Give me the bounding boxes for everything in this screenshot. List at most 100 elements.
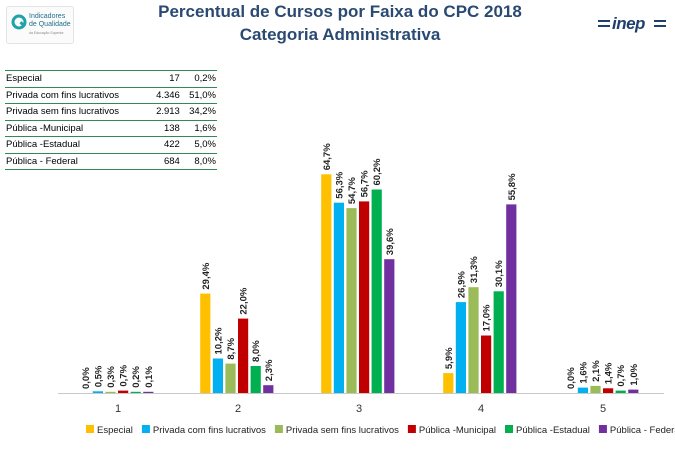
x-tick-label: 5 bbox=[600, 403, 606, 415]
data-label: 2,1% bbox=[591, 360, 602, 382]
data-label: 26,9% bbox=[456, 271, 467, 298]
bar-p-blica-federal-cat-5 bbox=[628, 389, 639, 393]
table-cell-count: 422 bbox=[148, 136, 181, 153]
bar-especial-cat-2 bbox=[200, 293, 211, 393]
bar-p-blica-municipal-cat-4 bbox=[481, 335, 492, 393]
data-label: 0,3% bbox=[106, 366, 117, 388]
table-cell-count: 138 bbox=[148, 119, 181, 137]
bar-p-blica-estadual-cat-2 bbox=[250, 366, 261, 393]
data-label: 0,2% bbox=[131, 366, 142, 388]
table-cell-pct: 34,2% bbox=[180, 103, 217, 120]
bar-privada-sem-fins-lucrativos-cat-5 bbox=[590, 385, 601, 393]
inep-logo-line bbox=[654, 25, 666, 27]
data-label: 10,2% bbox=[213, 327, 224, 354]
bar-p-blica-estadual-cat-5 bbox=[615, 390, 626, 393]
logo-text-line2: de Qualidade bbox=[29, 21, 71, 28]
summary-table: Especial 17 0,2% Privada com fins lucrat… bbox=[5, 70, 217, 170]
bar-privada-com-fins-lucrativos-cat-5 bbox=[577, 387, 588, 393]
bar-p-blica-municipal-cat-1 bbox=[118, 390, 129, 393]
data-label: 1,0% bbox=[629, 363, 640, 385]
bar-privada-sem-fins-lucrativos-cat-3 bbox=[346, 208, 357, 393]
bar-privada-com-fins-lucrativos-cat-1 bbox=[92, 391, 103, 393]
data-label: 8,0% bbox=[251, 340, 262, 362]
table-cell-pct: 5,0% bbox=[180, 136, 217, 153]
bar-p-blica-federal-cat-3 bbox=[384, 259, 395, 393]
data-label: 5,9% bbox=[444, 347, 455, 369]
table-row: Especial 17 0,2% bbox=[5, 70, 217, 87]
data-label: 31,3% bbox=[469, 256, 480, 283]
data-label: 56,3% bbox=[334, 171, 345, 198]
inep-logo: inep bbox=[598, 14, 668, 36]
table-cell-count: 17 bbox=[148, 70, 181, 87]
inep-logo-line bbox=[598, 25, 610, 27]
data-label: 0,0% bbox=[566, 367, 577, 389]
legend-label: Especial bbox=[97, 425, 133, 436]
data-label: 0,5% bbox=[93, 365, 104, 387]
bar-privada-com-fins-lucrativos-cat-4 bbox=[455, 302, 466, 393]
data-label: 1,6% bbox=[578, 361, 589, 383]
data-label: 30,1% bbox=[494, 260, 505, 287]
page-title: Percentual de Cursos por Faixa do CPC 20… bbox=[158, 2, 522, 21]
table-cell-label: Pública -Estadual bbox=[5, 136, 149, 153]
data-label: 54,7% bbox=[347, 177, 358, 204]
table-cell-count: 684 bbox=[148, 152, 181, 170]
table-cell-label: Privada com fins lucrativos bbox=[5, 86, 149, 104]
bar-p-blica-estadual-cat-1 bbox=[130, 391, 141, 393]
data-label: 55,8% bbox=[507, 173, 518, 200]
logo-mark-icon bbox=[11, 14, 27, 30]
legend-swatch bbox=[598, 425, 607, 433]
table-cell-label: Pública -Municipal bbox=[5, 119, 149, 137]
inep-logo-text: inep bbox=[612, 14, 645, 33]
data-label: 17,0% bbox=[482, 304, 493, 331]
table-row: Privada sem fins lucrativos 2.913 34,2% bbox=[5, 103, 217, 120]
inep-logo-line bbox=[598, 20, 610, 22]
x-tick-label: 3 bbox=[356, 403, 362, 415]
table-cell-label: Pública - Federal bbox=[5, 152, 149, 170]
bar-especial-cat-4 bbox=[443, 373, 454, 393]
legend-label: Privada com fins lucrativos bbox=[153, 425, 266, 436]
data-label: 22,0% bbox=[239, 287, 250, 314]
bar-p-blica-federal-cat-1 bbox=[143, 391, 154, 393]
table-row: Privada com fins lucrativos 4.346 51,0% bbox=[5, 86, 217, 104]
data-label: 39,6% bbox=[385, 228, 396, 255]
bar-p-blica-federal-cat-4 bbox=[506, 204, 517, 393]
table-cell-count: 4.346 bbox=[148, 86, 181, 104]
x-tick-label: 1 bbox=[115, 403, 121, 415]
data-label: 0,7% bbox=[119, 364, 130, 386]
data-label: 56,7% bbox=[360, 170, 371, 197]
table-cell-label: Especial bbox=[5, 70, 149, 87]
data-label: 2,3% bbox=[264, 359, 275, 381]
data-label: 60,2% bbox=[372, 158, 383, 185]
table-cell-pct: 1,6% bbox=[180, 119, 217, 137]
table-cell-pct: 8,0% bbox=[180, 152, 217, 170]
bar-especial-cat-3 bbox=[321, 174, 332, 393]
logo-text: Indicadores de Qualidade bbox=[29, 13, 71, 29]
data-label: 8,7% bbox=[226, 337, 237, 359]
legend-swatch bbox=[141, 425, 150, 433]
legend-label: Pública - Federal bbox=[610, 425, 675, 436]
bar-privada-com-fins-lucrativos-cat-2 bbox=[212, 358, 223, 393]
legend-swatch bbox=[407, 425, 416, 433]
bar-p-blica-municipal-cat-2 bbox=[238, 318, 249, 393]
logo-text-line1: Indicadores bbox=[29, 13, 66, 20]
bar-p-blica-municipal-cat-3 bbox=[359, 201, 370, 393]
legend-label: Pública -Municipal bbox=[419, 425, 496, 436]
data-label: 64,7% bbox=[322, 143, 333, 170]
data-label: 0,0% bbox=[81, 367, 92, 389]
legend-swatch bbox=[274, 425, 283, 433]
legend-label: Privada sem fins lucrativos bbox=[286, 425, 399, 436]
table-cell-pct: 0,2% bbox=[180, 70, 217, 87]
data-label: 0,1% bbox=[144, 366, 155, 388]
indicadores-logo: Indicadores de Qualidade da Educação Sup… bbox=[6, 6, 74, 44]
legend-swatch bbox=[504, 425, 513, 433]
inep-logo-line bbox=[654, 20, 666, 22]
x-tick-label: 2 bbox=[235, 403, 241, 415]
table-row: Pública -Municipal 138 1,6% bbox=[5, 119, 217, 137]
bar-privada-sem-fins-lucrativos-cat-1 bbox=[105, 391, 116, 393]
page-subtitle: Categoria Administrativa bbox=[239, 25, 441, 44]
table-cell-label: Privada sem fins lucrativos bbox=[5, 103, 149, 120]
legend-label: Pública -Estadual bbox=[516, 425, 590, 436]
bar-p-blica-federal-cat-2 bbox=[263, 385, 274, 393]
logo-subtext: da Educação Superior bbox=[29, 31, 64, 35]
